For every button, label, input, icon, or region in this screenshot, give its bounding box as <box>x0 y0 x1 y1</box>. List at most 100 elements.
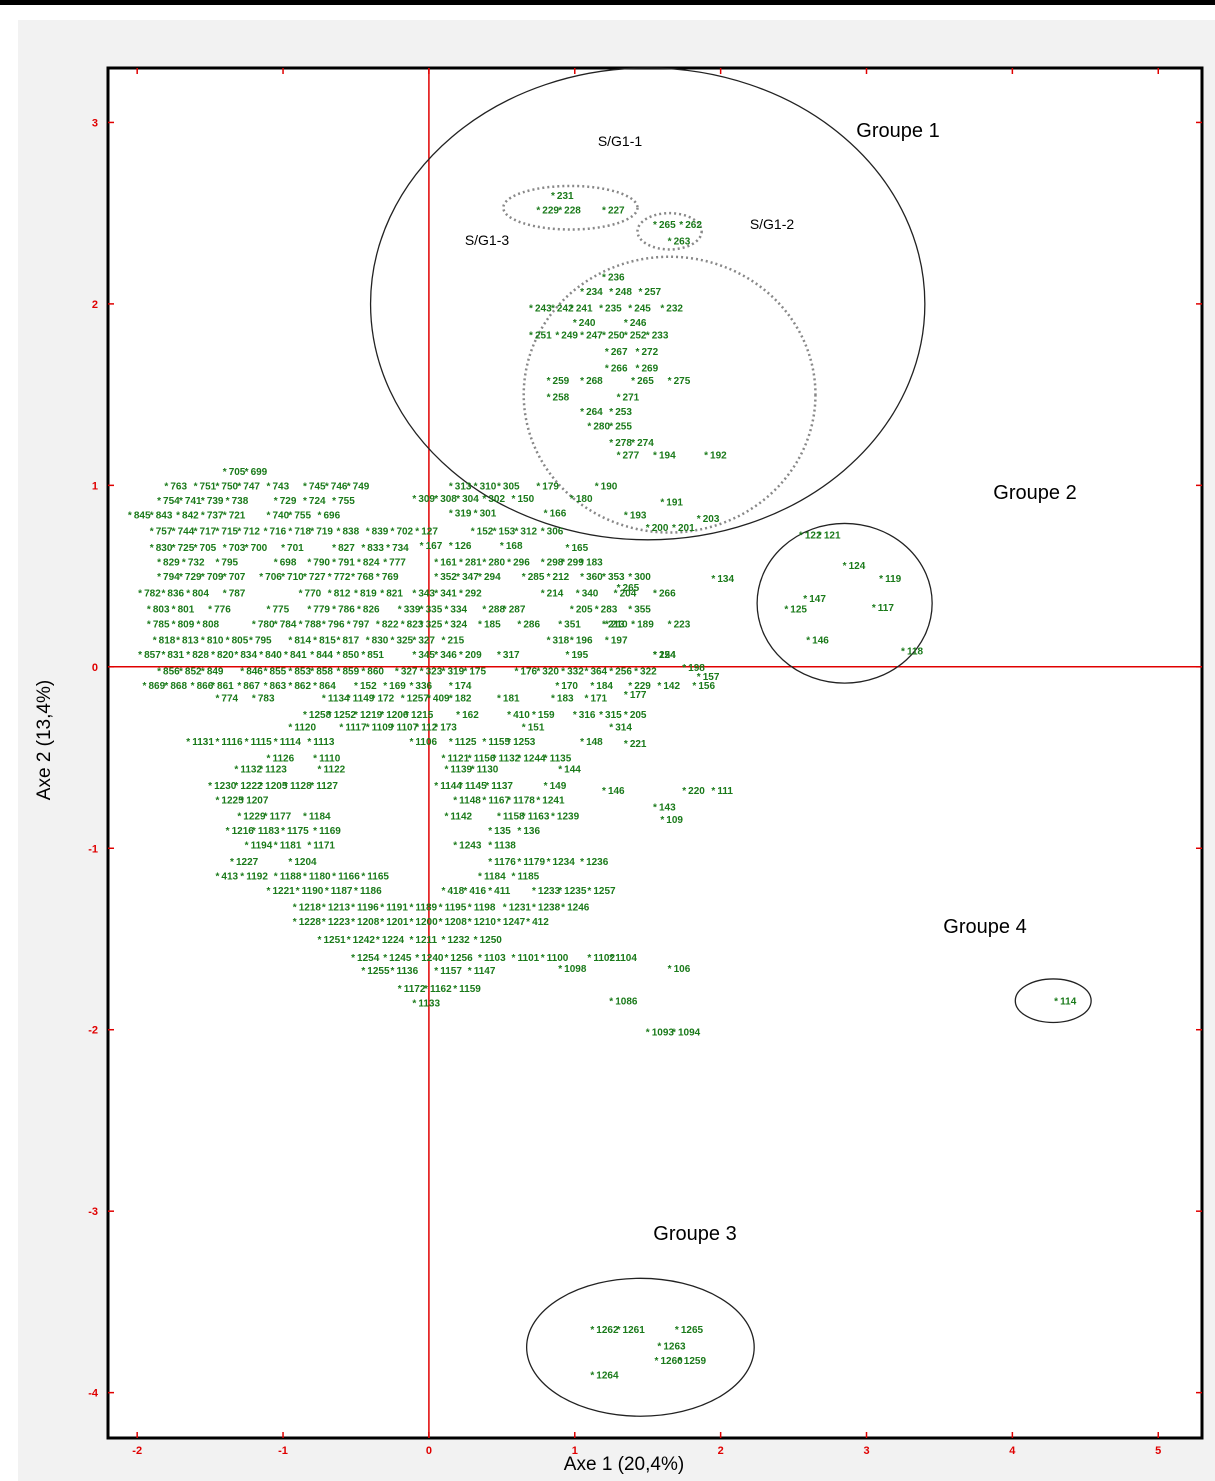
data-point-marker: * <box>434 781 438 792</box>
data-point-label: 151 <box>528 723 545 734</box>
data-point-label: 243 <box>535 304 552 315</box>
data-point-marker: * <box>288 723 292 734</box>
data-point-label: 117 <box>878 603 895 614</box>
data-point-marker: * <box>536 795 540 806</box>
data-point-label: 850 <box>342 650 359 661</box>
data-point-label: 268 <box>586 376 603 387</box>
data-point-marker: * <box>237 812 241 823</box>
data-point-marker: * <box>201 572 205 583</box>
data-point-marker: * <box>186 650 190 661</box>
data-point-label: 839 <box>372 527 389 538</box>
data-point-marker: * <box>380 917 384 928</box>
data-point-label: 1238 <box>538 902 561 913</box>
data-point-marker: * <box>176 636 180 647</box>
data-point-marker: * <box>332 871 336 882</box>
data-point-label: 1198 <box>474 902 496 913</box>
data-point-marker: * <box>191 681 195 692</box>
data-point-label: 1205 <box>265 781 288 792</box>
data-point-marker: * <box>354 710 358 721</box>
data-point-marker: * <box>281 572 285 583</box>
data-point-marker: * <box>532 902 536 913</box>
data-point-label: 782 <box>144 588 161 599</box>
data-point-label: 323 <box>426 666 443 677</box>
data-point-marker: * <box>522 723 526 734</box>
data-point-marker: * <box>547 857 551 868</box>
data-point-label: 305 <box>503 481 520 492</box>
data-point-marker: * <box>602 331 606 342</box>
data-point-label: 198 <box>688 663 705 674</box>
data-point-label: 183 <box>557 694 574 705</box>
data-point-marker: * <box>420 619 424 630</box>
data-point-label: 213 <box>608 619 625 630</box>
data-point-label: 812 <box>334 588 351 599</box>
data-point-marker: * <box>267 481 271 492</box>
data-point-marker: * <box>409 917 413 928</box>
data-point-label: 1086 <box>615 997 638 1008</box>
data-point-marker: * <box>580 857 584 868</box>
data-point-marker: * <box>322 902 326 913</box>
data-point-marker: * <box>264 812 268 823</box>
data-point-marker: * <box>347 481 351 492</box>
data-point-marker: * <box>497 812 501 823</box>
data-point-label: 790 <box>313 558 330 569</box>
data-point-marker: * <box>332 558 336 569</box>
data-point-label: 846 <box>246 666 263 677</box>
data-point-label: 769 <box>382 572 399 583</box>
data-point-marker: * <box>215 558 219 569</box>
x-tick-label: 5 <box>1155 1445 1161 1457</box>
data-point-label: 842 <box>182 510 199 521</box>
data-point-marker: * <box>668 236 672 247</box>
data-point-marker: * <box>459 650 463 661</box>
data-point-label: 830 <box>372 636 389 647</box>
data-point-marker: * <box>252 826 256 837</box>
data-point-label: 200 <box>652 523 669 534</box>
data-point-marker: * <box>551 694 555 705</box>
data-point-label: 166 <box>550 509 567 520</box>
data-point-marker: * <box>412 588 416 599</box>
data-point-label: 184 <box>596 681 613 692</box>
data-point-marker: * <box>536 666 540 677</box>
data-point-marker: * <box>357 605 361 616</box>
data-point-label: 809 <box>178 619 195 630</box>
origin-axes <box>108 68 1202 1438</box>
data-point-label: 300 <box>634 572 651 583</box>
data-point-marker: * <box>234 764 238 775</box>
data-point-label: 223 <box>674 619 691 630</box>
data-point-label: 703 <box>229 543 246 554</box>
data-point-label: 1100 <box>547 953 569 964</box>
data-point-marker: * <box>482 605 486 616</box>
data-point-marker: * <box>471 764 475 775</box>
data-point-label: 228 <box>564 206 581 217</box>
data-point-marker: * <box>872 603 876 614</box>
data-point-label: 818 <box>159 636 176 647</box>
data-point-label: 833 <box>367 543 384 554</box>
data-point-marker: * <box>547 636 551 647</box>
data-point-label: 195 <box>571 650 588 661</box>
data-point-marker: * <box>259 650 263 661</box>
data-point-marker: * <box>636 363 640 374</box>
data-point-label: 1159 <box>459 984 481 995</box>
data-point-marker: * <box>150 527 154 538</box>
data-point-label: 181 <box>503 694 520 705</box>
data-point-label: 299 <box>567 558 584 569</box>
data-point-marker: * <box>631 619 635 630</box>
data-point-marker: * <box>303 871 307 882</box>
data-point-label: 167 <box>426 541 443 552</box>
data-point-label: 1177 <box>270 812 292 823</box>
data-point-label: 706 <box>265 572 282 583</box>
data-point-label: 309 <box>418 494 435 505</box>
data-point-marker: * <box>444 953 448 964</box>
group-label: Groupe 3 <box>653 1223 736 1245</box>
data-point-label: 754 <box>163 496 180 507</box>
group-ellipse <box>756 522 933 684</box>
data-point-marker: * <box>547 392 551 403</box>
data-point-label: 808 <box>202 619 219 630</box>
data-point-marker: * <box>697 672 701 683</box>
data-point-marker: * <box>420 541 424 552</box>
data-point-marker: * <box>264 681 268 692</box>
data-point-label: 266 <box>611 363 628 374</box>
data-point-label: 770 <box>305 588 322 599</box>
data-point-label: 1176 <box>494 857 516 868</box>
data-point-label: 272 <box>641 347 658 358</box>
data-point-label: 1244 <box>523 754 546 765</box>
